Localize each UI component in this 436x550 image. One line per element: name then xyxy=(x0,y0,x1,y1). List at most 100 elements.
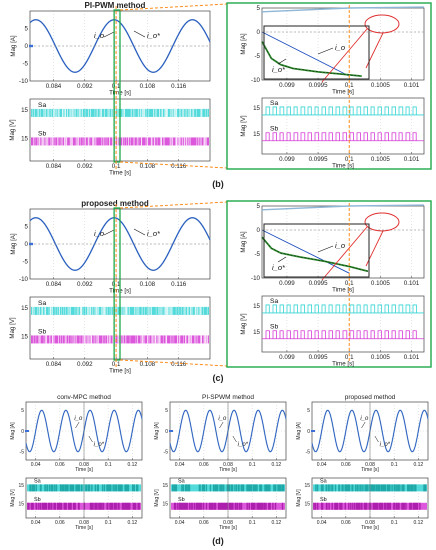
y-tick-label: 15 xyxy=(21,136,28,143)
x-tick-label: 0.08 xyxy=(79,462,89,468)
y-tick-label: -5 xyxy=(254,251,260,258)
x-axis-label: Time [s] xyxy=(332,360,354,367)
x-tick-label: 0.1 xyxy=(249,462,256,468)
x-tick-label: 0.1005 xyxy=(371,354,390,361)
y-tick-label: 0 xyxy=(165,429,168,435)
x-tick-label: 0.084 xyxy=(46,281,62,288)
switch-label-sa: Sa xyxy=(38,102,46,109)
x-tick-label: 0.06 xyxy=(199,462,209,468)
y-tick-label: 0 xyxy=(307,429,310,435)
y-tick-label: 5 xyxy=(257,203,261,210)
panel-label-d: (d) xyxy=(212,536,224,546)
switch-trace-sb xyxy=(262,132,424,142)
y-tick-label: 15 xyxy=(253,105,260,112)
inset-frame xyxy=(263,25,370,80)
x-tick-label: 0.08 xyxy=(223,520,233,526)
annotation-arrow xyxy=(374,435,379,443)
annotation-io-ref: i_o* xyxy=(147,229,161,238)
highlight-connector xyxy=(321,226,368,281)
switch-trace-sb xyxy=(262,330,424,340)
y-axis-label: Mag [A] xyxy=(10,35,17,57)
annotation-io-ref: i_o* xyxy=(272,263,286,272)
annotation-io: i_o xyxy=(74,416,83,422)
switch-label-sb: Sb xyxy=(38,328,46,335)
panel-label-b: (b) xyxy=(212,179,224,189)
series-current-ramp xyxy=(261,31,350,77)
x-tick-label: 0.1 xyxy=(345,354,354,361)
annotation-io: i_o xyxy=(218,416,227,422)
x-tick-label: 0.101 xyxy=(404,156,420,163)
y-tick-label: -10 xyxy=(251,275,261,282)
x-tick-label: 0.08 xyxy=(79,520,89,526)
switch-edges xyxy=(32,306,208,315)
x-tick-label: 0.101 xyxy=(404,82,420,89)
y-tick-label: 5 xyxy=(25,26,29,33)
x-tick-label: 0.108 xyxy=(140,83,156,90)
chart-d3-switch: 0.04 0.06 0.08 0.1 0.12 Time [s] Mag [V] Sa Sb 15… xyxy=(296,477,429,531)
switch-edges xyxy=(33,137,207,146)
y-tick-label: 15 xyxy=(18,502,24,508)
x-tick-label: 0.04 xyxy=(175,520,185,526)
x-tick-label: 0.12 xyxy=(413,520,423,526)
annotation-io: i_o xyxy=(94,31,104,40)
chart-title: conv-MPC method xyxy=(57,394,111,401)
y-tick-label: 15 xyxy=(21,305,28,312)
inset-frame xyxy=(263,223,370,278)
y-tick-label: -5 xyxy=(20,449,25,455)
annotation-io-ref: i_o* xyxy=(380,442,391,448)
x-tick-label: 0.08 xyxy=(223,462,233,468)
x-tick-label: 0.099 xyxy=(279,354,295,361)
zoom-connector xyxy=(119,201,228,209)
x-tick-label: 0.116 xyxy=(171,163,187,170)
switch-edges xyxy=(27,502,140,510)
y-tick-label: 15 xyxy=(304,502,310,508)
x-tick-label: 0.06 xyxy=(55,462,65,468)
annotation-io-ref: i_o* xyxy=(272,65,286,74)
x-tick-label: 0.1005 xyxy=(371,280,390,287)
annotation-io-ref: i_o* xyxy=(147,31,161,40)
annotation-io: i_o xyxy=(335,241,345,250)
annotation-arrow xyxy=(103,229,115,236)
y-tick-label: 15 xyxy=(304,483,310,489)
x-tick-label: 0.1005 xyxy=(371,82,390,89)
zoom-window xyxy=(113,9,121,163)
x-tick-label: 0.092 xyxy=(77,163,93,170)
switch-label-sa: Sa xyxy=(320,478,328,484)
plot-area xyxy=(261,295,425,353)
zoom-window xyxy=(113,207,121,361)
x-axis-label: Time [s] xyxy=(75,525,93,531)
x-tick-label: 0.1 xyxy=(391,462,398,468)
chart-title: proposed method xyxy=(345,394,396,401)
x-tick-label: 0.06 xyxy=(55,520,65,526)
x-tick-label: 0.1 xyxy=(105,462,112,468)
x-tick-label: 0.101 xyxy=(404,280,420,287)
chart-d3-current: 0.04 0.06 0.08 0.1 0.12 Time [s] Mag [A] 5 0 -5 i_… xyxy=(296,401,429,473)
x-tick-label: 0.084 xyxy=(46,163,62,170)
annotation-arrow xyxy=(361,421,366,429)
y-axis-label: Mag [A] xyxy=(240,231,247,253)
chart-title: PI-PWM method xyxy=(85,1,146,10)
series-current-decay-overlay xyxy=(261,237,368,272)
switch-label-sb: Sb xyxy=(320,497,327,503)
zoom-connector xyxy=(119,3,228,11)
switch-label-sb: Sb xyxy=(34,497,41,503)
x-axis-label: Time [s] xyxy=(332,88,354,95)
plot-area xyxy=(261,97,425,155)
x-tick-label: 0.12 xyxy=(271,462,281,468)
level-marker xyxy=(29,242,33,246)
y-tick-label: -5 xyxy=(22,259,28,266)
x-tick-label: 0.108 xyxy=(140,361,156,368)
annotation-arrow xyxy=(277,256,287,263)
x-tick-label: 0.099 xyxy=(279,280,295,287)
switch-label-sb: Sb xyxy=(270,324,278,331)
y-axis-label: Mag [V] xyxy=(10,489,16,507)
y-tick-label: 15 xyxy=(253,303,260,310)
y-tick-label: 5 xyxy=(307,408,310,414)
y-tick-label: 5 xyxy=(165,408,168,414)
y-axis-label: Mag [V] xyxy=(296,489,302,507)
level-marker xyxy=(311,430,315,432)
x-tick-label: 0.04 xyxy=(31,462,41,468)
